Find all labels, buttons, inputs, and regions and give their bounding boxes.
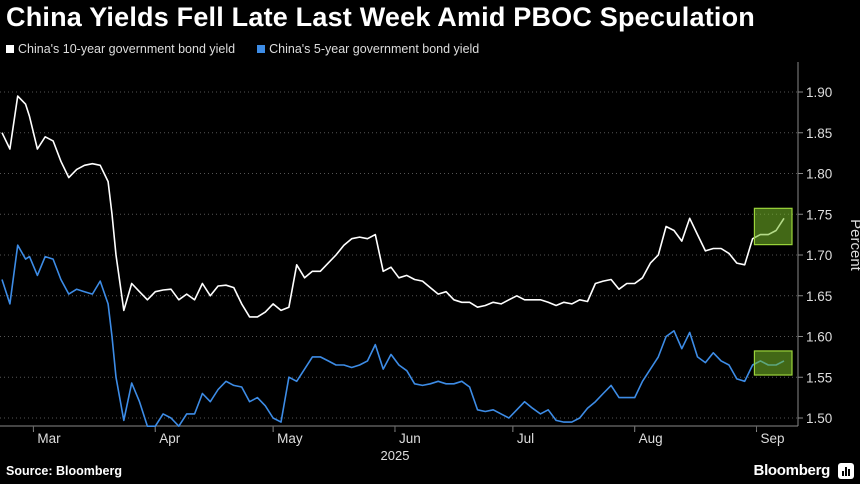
legend-label-10y: China's 10-year government bond yield [18,42,236,56]
legend-item-5y: China's 5-year government bond yield [257,42,479,56]
y-tick-label: 1.65 [806,289,832,304]
legend-label-5y: China's 5-year government bond yield [269,42,480,56]
y-axis: 1.50 1.55 1.60 1.65 1.70 1.75 1.80 1.85 1.90 [797,62,832,426]
brand-logo: Bloomberg [753,462,831,479]
bloomberg-chart-icon [838,463,854,479]
y-tick-label: 1.60 [806,330,832,345]
x-tick-label: Jun [399,431,421,446]
x-tick-label: Jul [517,431,534,446]
highlight-boxes [753,207,793,376]
x-axis-year-label: 2025 [381,448,410,463]
legend-swatch-5y [257,45,266,53]
series-line-5y [1,244,785,427]
x-tick-label: Mar [37,431,61,446]
chart-title: China Yields Fell Late Last Week Amid PB… [6,2,755,32]
grid-lines [0,91,798,419]
x-tick-label: Aug [639,431,663,446]
legend-item-10y: China's 10-year government bond yield [6,42,235,56]
x-tick-label: May [277,431,303,446]
x-axis: Mar Apr May Jun Jul Aug Sep [0,425,798,446]
y-tick-label: 1.85 [806,126,832,141]
x-tick-label: Sep [760,431,784,446]
series-line-10y [1,95,785,318]
highlight-box-10y [753,207,793,246]
x-tick-label: Apr [159,431,181,446]
legend-swatch-10y [6,45,14,53]
y-tick-label: 1.75 [806,207,832,222]
legend: China's 10-year government bond yield Ch… [6,40,501,58]
series-lines [1,95,785,427]
y-tick-label: 1.80 [806,167,832,182]
y-tick-label: 1.55 [806,370,832,385]
y-tick-label: 1.70 [806,248,832,263]
y-tick-label: 1.50 [806,411,832,426]
y-axis-label: Percent [847,219,860,272]
source-note: Source: Bloomberg [6,464,122,478]
y-tick-label: 1.90 [806,85,832,100]
highlight-box-5y [753,350,793,376]
